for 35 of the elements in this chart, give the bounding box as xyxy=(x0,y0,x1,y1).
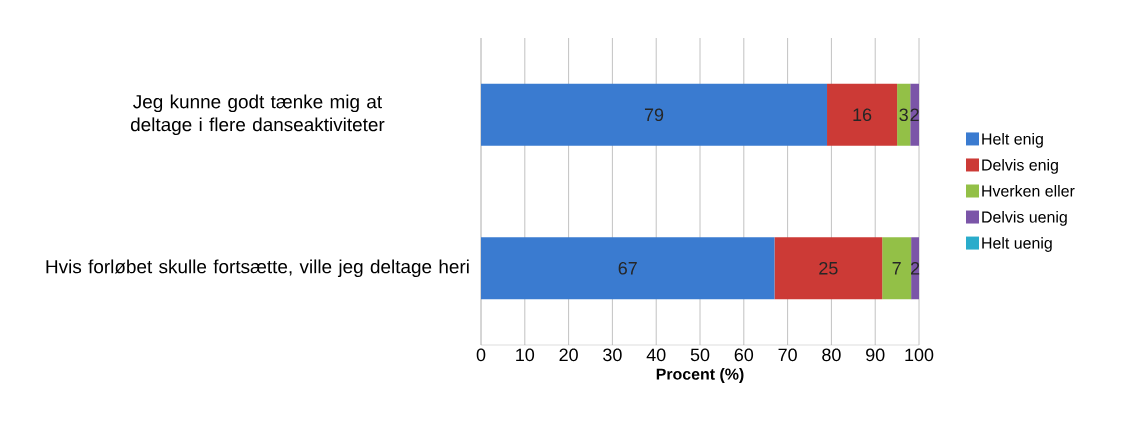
bar xyxy=(882,237,912,300)
data-label: 25 xyxy=(819,261,838,275)
x-tick-label: 80 xyxy=(822,348,841,362)
data-label: 67 xyxy=(618,261,637,275)
data-label: 16 xyxy=(853,108,872,122)
legend-label: Helt enig xyxy=(982,132,1043,148)
bar xyxy=(481,237,775,300)
bar xyxy=(911,237,919,300)
bar xyxy=(774,237,883,300)
data-label: 79 xyxy=(644,108,664,122)
y-tick-label: Hvis forløbet skulle fortsætte, ville jeg deltage heri xyxy=(46,259,469,278)
legend-label: Delvis uenig xyxy=(982,211,1067,226)
x-tick-label: 0 xyxy=(476,348,486,362)
y-tick-label: Jeg kunne godt tænke mig at deltage i flere danseaktiviteter xyxy=(130,94,385,136)
x-tick-label: 90 xyxy=(866,348,885,362)
x-tick-label: 70 xyxy=(778,348,797,362)
x-tick-label: 60 xyxy=(734,348,754,362)
bar xyxy=(481,83,828,146)
x-tick-label: 50 xyxy=(690,348,710,362)
data-label: 7 xyxy=(892,262,901,275)
legend-label: Delvis enig xyxy=(982,158,1058,174)
bar xyxy=(897,83,911,146)
x-axis-title: Procent (%) xyxy=(656,368,744,383)
legend-label: Hverken eller xyxy=(982,184,1075,197)
bar xyxy=(827,83,898,146)
bar xyxy=(910,83,919,146)
x-tick-label: 30 xyxy=(603,348,622,362)
legend-label: Helt uenig xyxy=(982,237,1052,252)
x-tick-label: 100 xyxy=(905,348,934,362)
data-label: 2 xyxy=(910,108,919,122)
data-label: 3 xyxy=(899,108,908,122)
x-tick-label: 20 xyxy=(559,348,578,362)
x-tick-label: 40 xyxy=(646,348,666,362)
data-label: 2 xyxy=(910,261,920,275)
x-tick-label: 10 xyxy=(516,348,535,362)
